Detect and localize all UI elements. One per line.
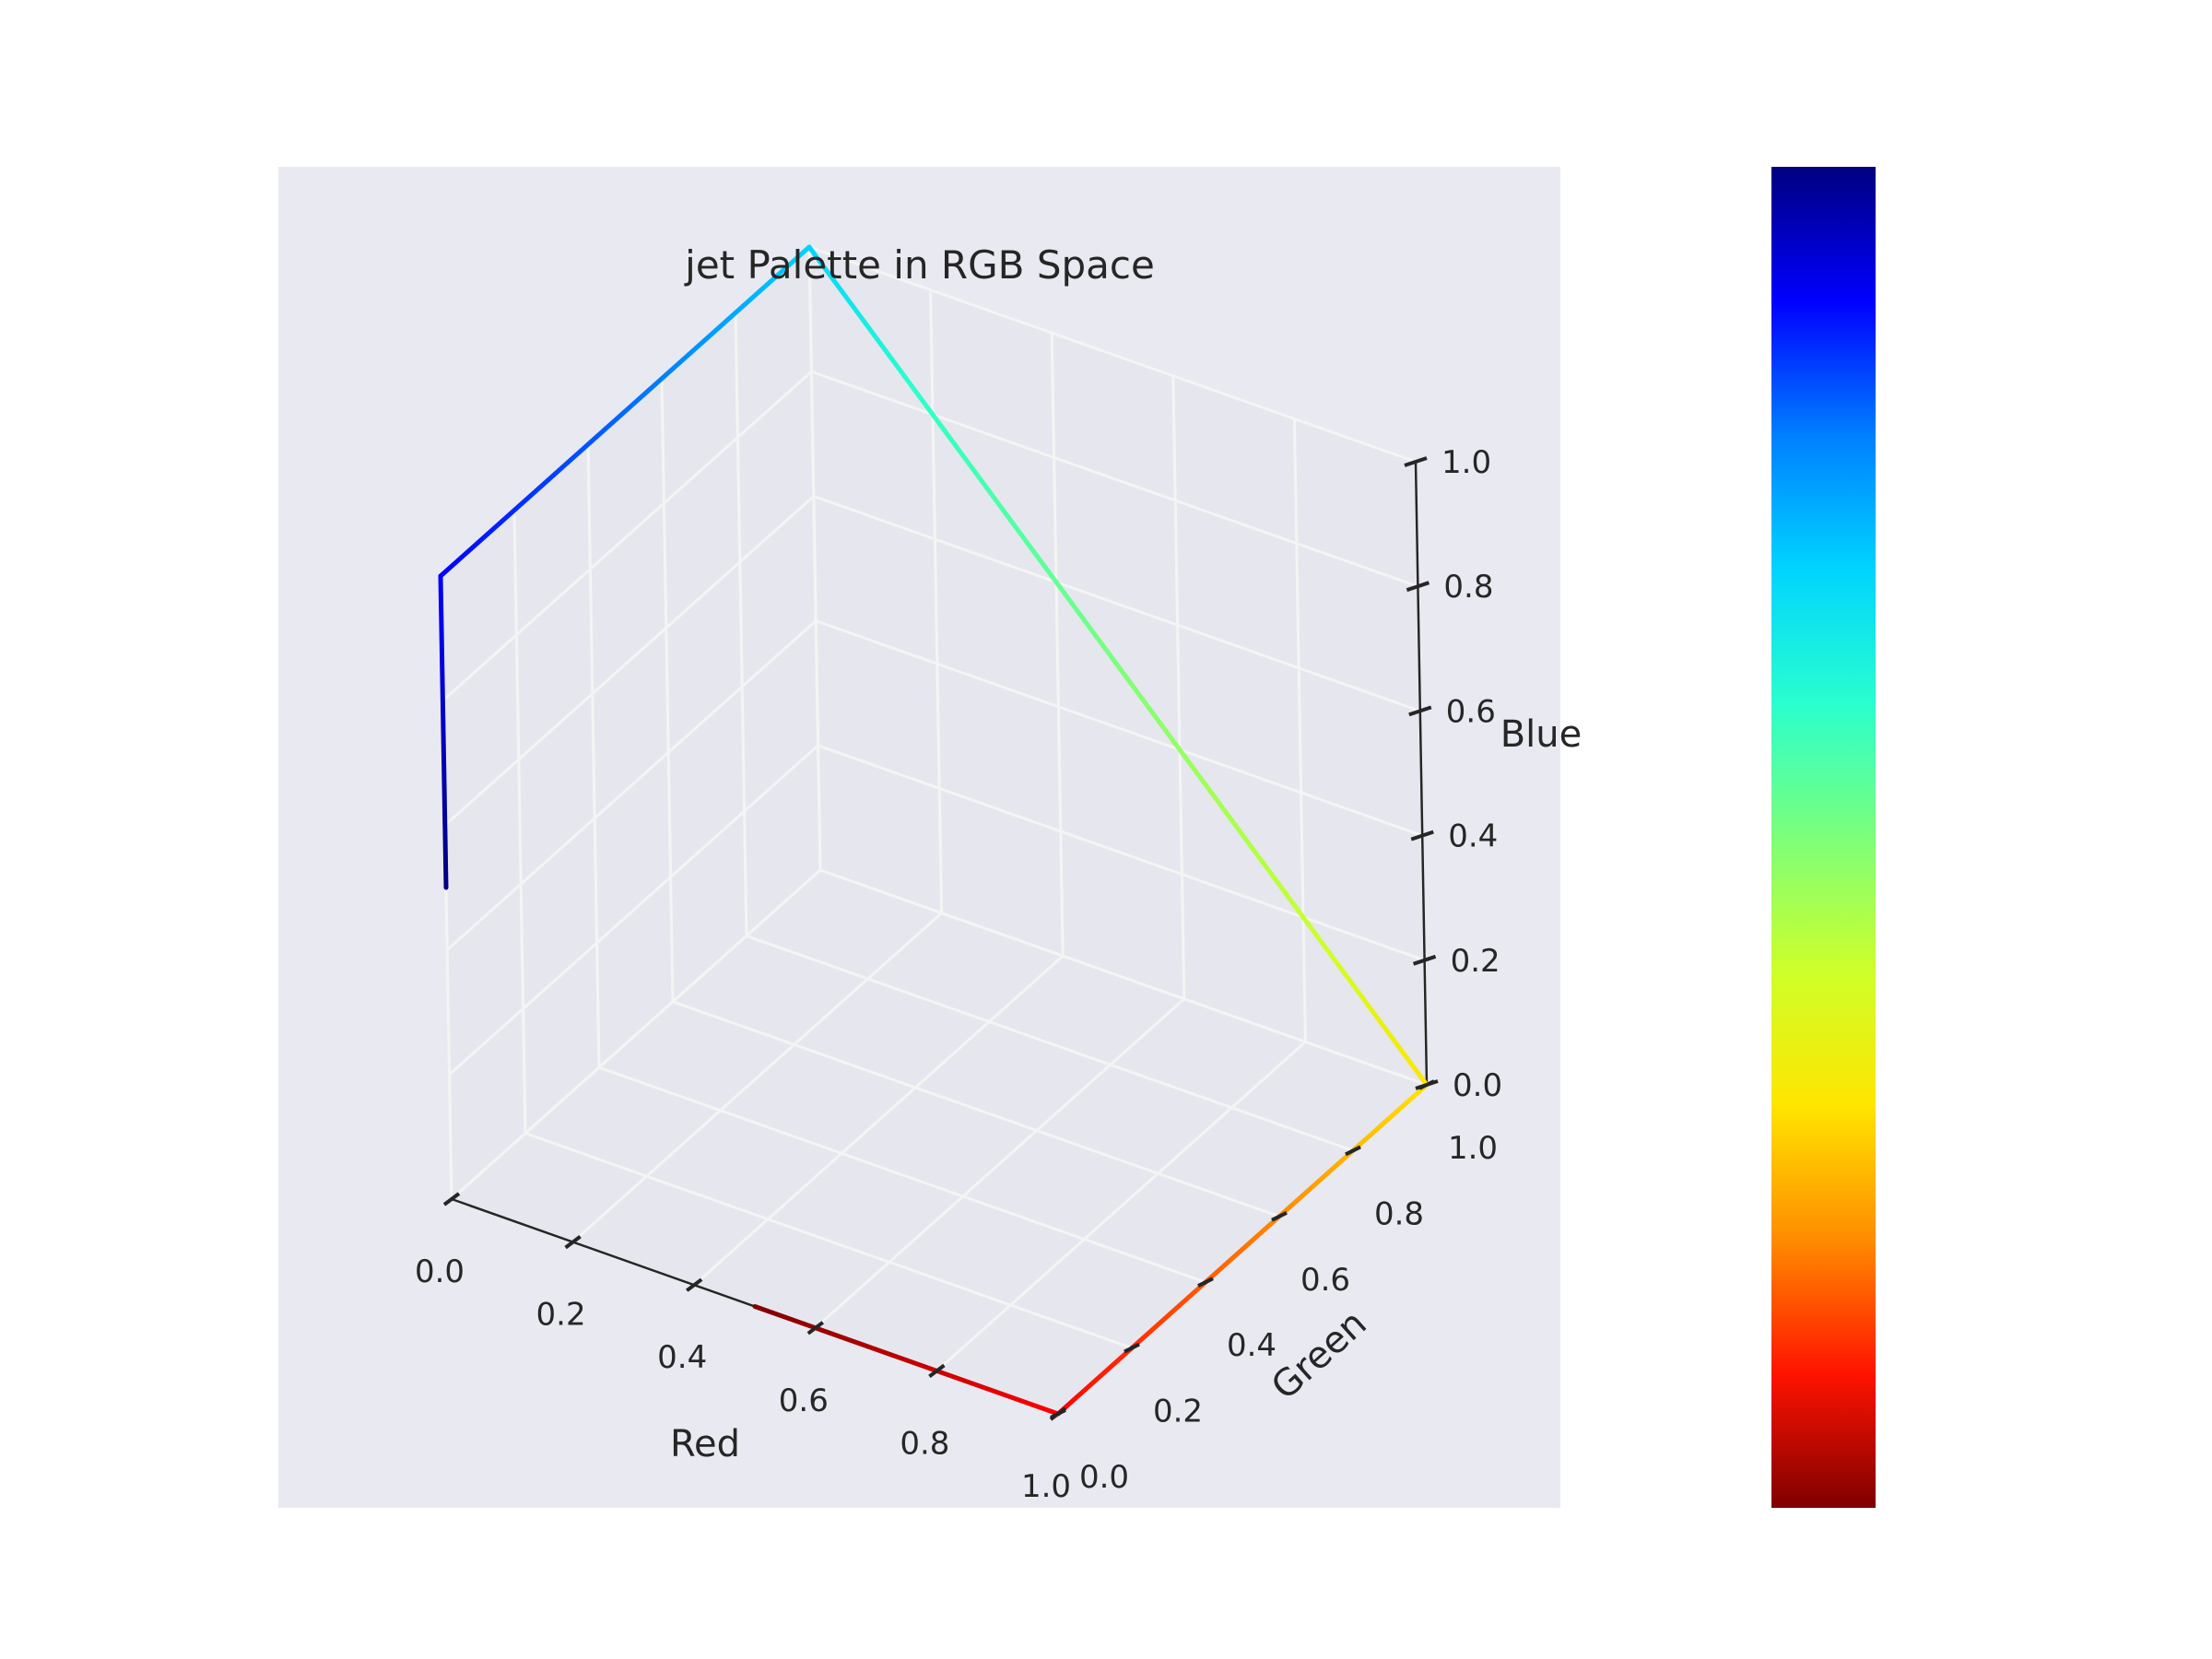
x-tick-label: 0.4 xyxy=(657,1339,707,1376)
grid-line xyxy=(571,912,943,1243)
x-tick-label: 0.8 xyxy=(900,1425,949,1462)
y-tick-label: 0.8 xyxy=(1374,1195,1424,1232)
grid-line xyxy=(448,744,819,1076)
y-tick-label: 0.4 xyxy=(1227,1327,1277,1364)
x-tick-mark xyxy=(806,1321,824,1335)
y-tick-label: 0.6 xyxy=(1300,1262,1350,1299)
x-tick-mark xyxy=(928,1363,946,1379)
y-tick-mark xyxy=(1271,1211,1288,1222)
y-tick-mark xyxy=(1345,1145,1361,1157)
z-tick-mark xyxy=(1406,581,1430,593)
z-tick-label: 0.2 xyxy=(1451,943,1500,980)
z-tick-mark xyxy=(1410,830,1434,841)
grid-line xyxy=(446,619,818,951)
x-tick-label: 0.6 xyxy=(779,1382,829,1419)
data-series xyxy=(438,244,1430,1417)
z-tick-label: 0.8 xyxy=(1443,569,1493,606)
grid-line xyxy=(818,744,1426,962)
left-wall-pane xyxy=(441,247,820,1199)
y-tick-label: 1.0 xyxy=(1448,1130,1498,1167)
grid-line xyxy=(441,371,813,702)
y-tick-label: 0.2 xyxy=(1153,1394,1203,1430)
x-tick-label: 0.0 xyxy=(415,1253,465,1290)
z-tick-mark xyxy=(1408,705,1432,717)
x-tick-label: 1.0 xyxy=(1021,1468,1071,1505)
grid-line xyxy=(693,955,1065,1287)
x-tick-mark xyxy=(442,1192,461,1206)
y-tick-mark xyxy=(1124,1342,1140,1354)
colorbar xyxy=(1771,167,1876,1508)
grid-line xyxy=(929,289,944,913)
grid-line xyxy=(935,1041,1307,1372)
grid-line xyxy=(746,934,1354,1152)
grid-line xyxy=(810,370,1418,588)
x-tick-mark xyxy=(686,1277,703,1292)
grid-line xyxy=(819,868,1428,1087)
z-tick-label: 0.0 xyxy=(1453,1067,1502,1104)
series-segment xyxy=(752,1304,1061,1417)
grid-line xyxy=(598,1065,1206,1284)
z-axis-label: Blue xyxy=(1500,713,1583,756)
grid-line xyxy=(815,619,1423,838)
grid-line xyxy=(807,246,822,871)
grid-line xyxy=(451,868,821,1201)
grid-line xyxy=(443,495,815,827)
grid-line xyxy=(814,997,1185,1329)
chart-title: jet Palette in RGB Space xyxy=(684,242,1155,288)
series-segment xyxy=(1055,1082,1430,1417)
grid-line xyxy=(1050,333,1065,957)
grid-line xyxy=(512,510,527,1134)
grid-line xyxy=(586,444,601,1068)
axis-ticks: 0.00.20.40.60.81.0 0.00.20.40.60.81.00.00… xyxy=(415,444,1502,1505)
z-tick-mark xyxy=(1404,456,1428,467)
x-tick-label: 0.2 xyxy=(536,1297,586,1334)
floor-pane xyxy=(452,870,1427,1414)
series-segment xyxy=(438,573,449,890)
series-segment xyxy=(1325,948,1430,1088)
x-tick-mark xyxy=(564,1234,582,1250)
z-tick-label: 0.6 xyxy=(1446,693,1496,730)
series-segment xyxy=(438,244,812,579)
z-tick-mark xyxy=(1415,1079,1439,1090)
grid-line xyxy=(672,1000,1280,1218)
z-tick-mark xyxy=(1412,954,1437,966)
grid-line xyxy=(813,494,1421,712)
z-tick-label: 1.0 xyxy=(1441,444,1491,481)
x-axis-label: Red xyxy=(670,1423,740,1465)
z-axis-line xyxy=(1414,461,1429,1086)
z-tick-label: 0.4 xyxy=(1448,818,1498,855)
grid-line xyxy=(1292,418,1307,1042)
series-segment xyxy=(905,378,1331,954)
grid-line xyxy=(1171,375,1186,999)
y-tick-mark xyxy=(1050,1408,1066,1419)
grid-line xyxy=(660,378,675,1002)
series-segment xyxy=(806,244,911,383)
y-tick-label: 0.0 xyxy=(1079,1459,1129,1496)
grid-line xyxy=(734,312,748,936)
grid-line xyxy=(808,245,1417,464)
grid-line xyxy=(524,1132,1133,1350)
y-tick-mark xyxy=(1197,1277,1214,1288)
